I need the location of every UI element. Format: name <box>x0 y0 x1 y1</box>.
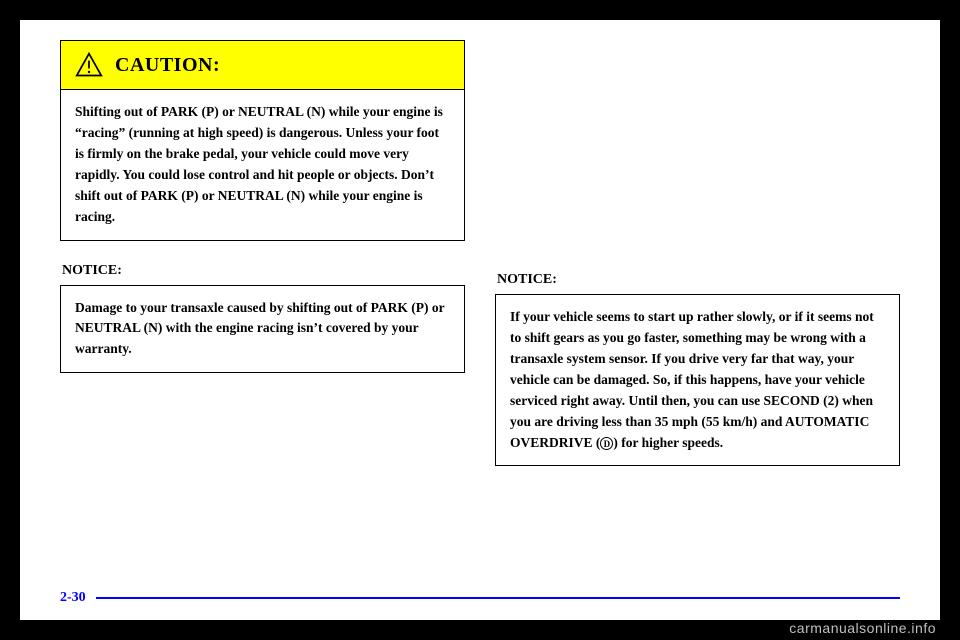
caution-title: CAUTION: <box>115 54 220 77</box>
manual-page: CAUTION: Shifting out of PARK (P) or NEU… <box>20 20 940 620</box>
footer-rule <box>96 597 900 599</box>
notice-body-left: Damage to your transaxle caused by shift… <box>60 285 465 374</box>
warning-triangle-icon <box>75 51 103 79</box>
notice-right-text-1: If your vehicle seems to start up rather… <box>510 309 874 450</box>
page-number: 2-30 <box>60 590 86 606</box>
notice-label-right: NOTICE: <box>497 272 900 288</box>
watermark-text: carmanualsonline.info <box>789 620 936 636</box>
caution-header: CAUTION: <box>60 40 465 90</box>
right-column: NOTICE: If your vehicle seems to start u… <box>495 40 900 580</box>
page-footer: 2-30 <box>60 590 900 606</box>
notice-right-text-2: ) for higher speeds. <box>613 435 723 450</box>
notice-body-right: If your vehicle seems to start up rather… <box>495 294 900 466</box>
left-column: CAUTION: Shifting out of PARK (P) or NEU… <box>60 40 465 580</box>
overdrive-d-icon: D <box>600 437 613 450</box>
right-top-spacer <box>495 40 900 250</box>
caution-body-box: Shifting out of PARK (P) or NEUTRAL (N) … <box>60 90 465 241</box>
notice-label-left: NOTICE: <box>62 263 465 279</box>
two-column-layout: CAUTION: Shifting out of PARK (P) or NEU… <box>20 20 940 580</box>
